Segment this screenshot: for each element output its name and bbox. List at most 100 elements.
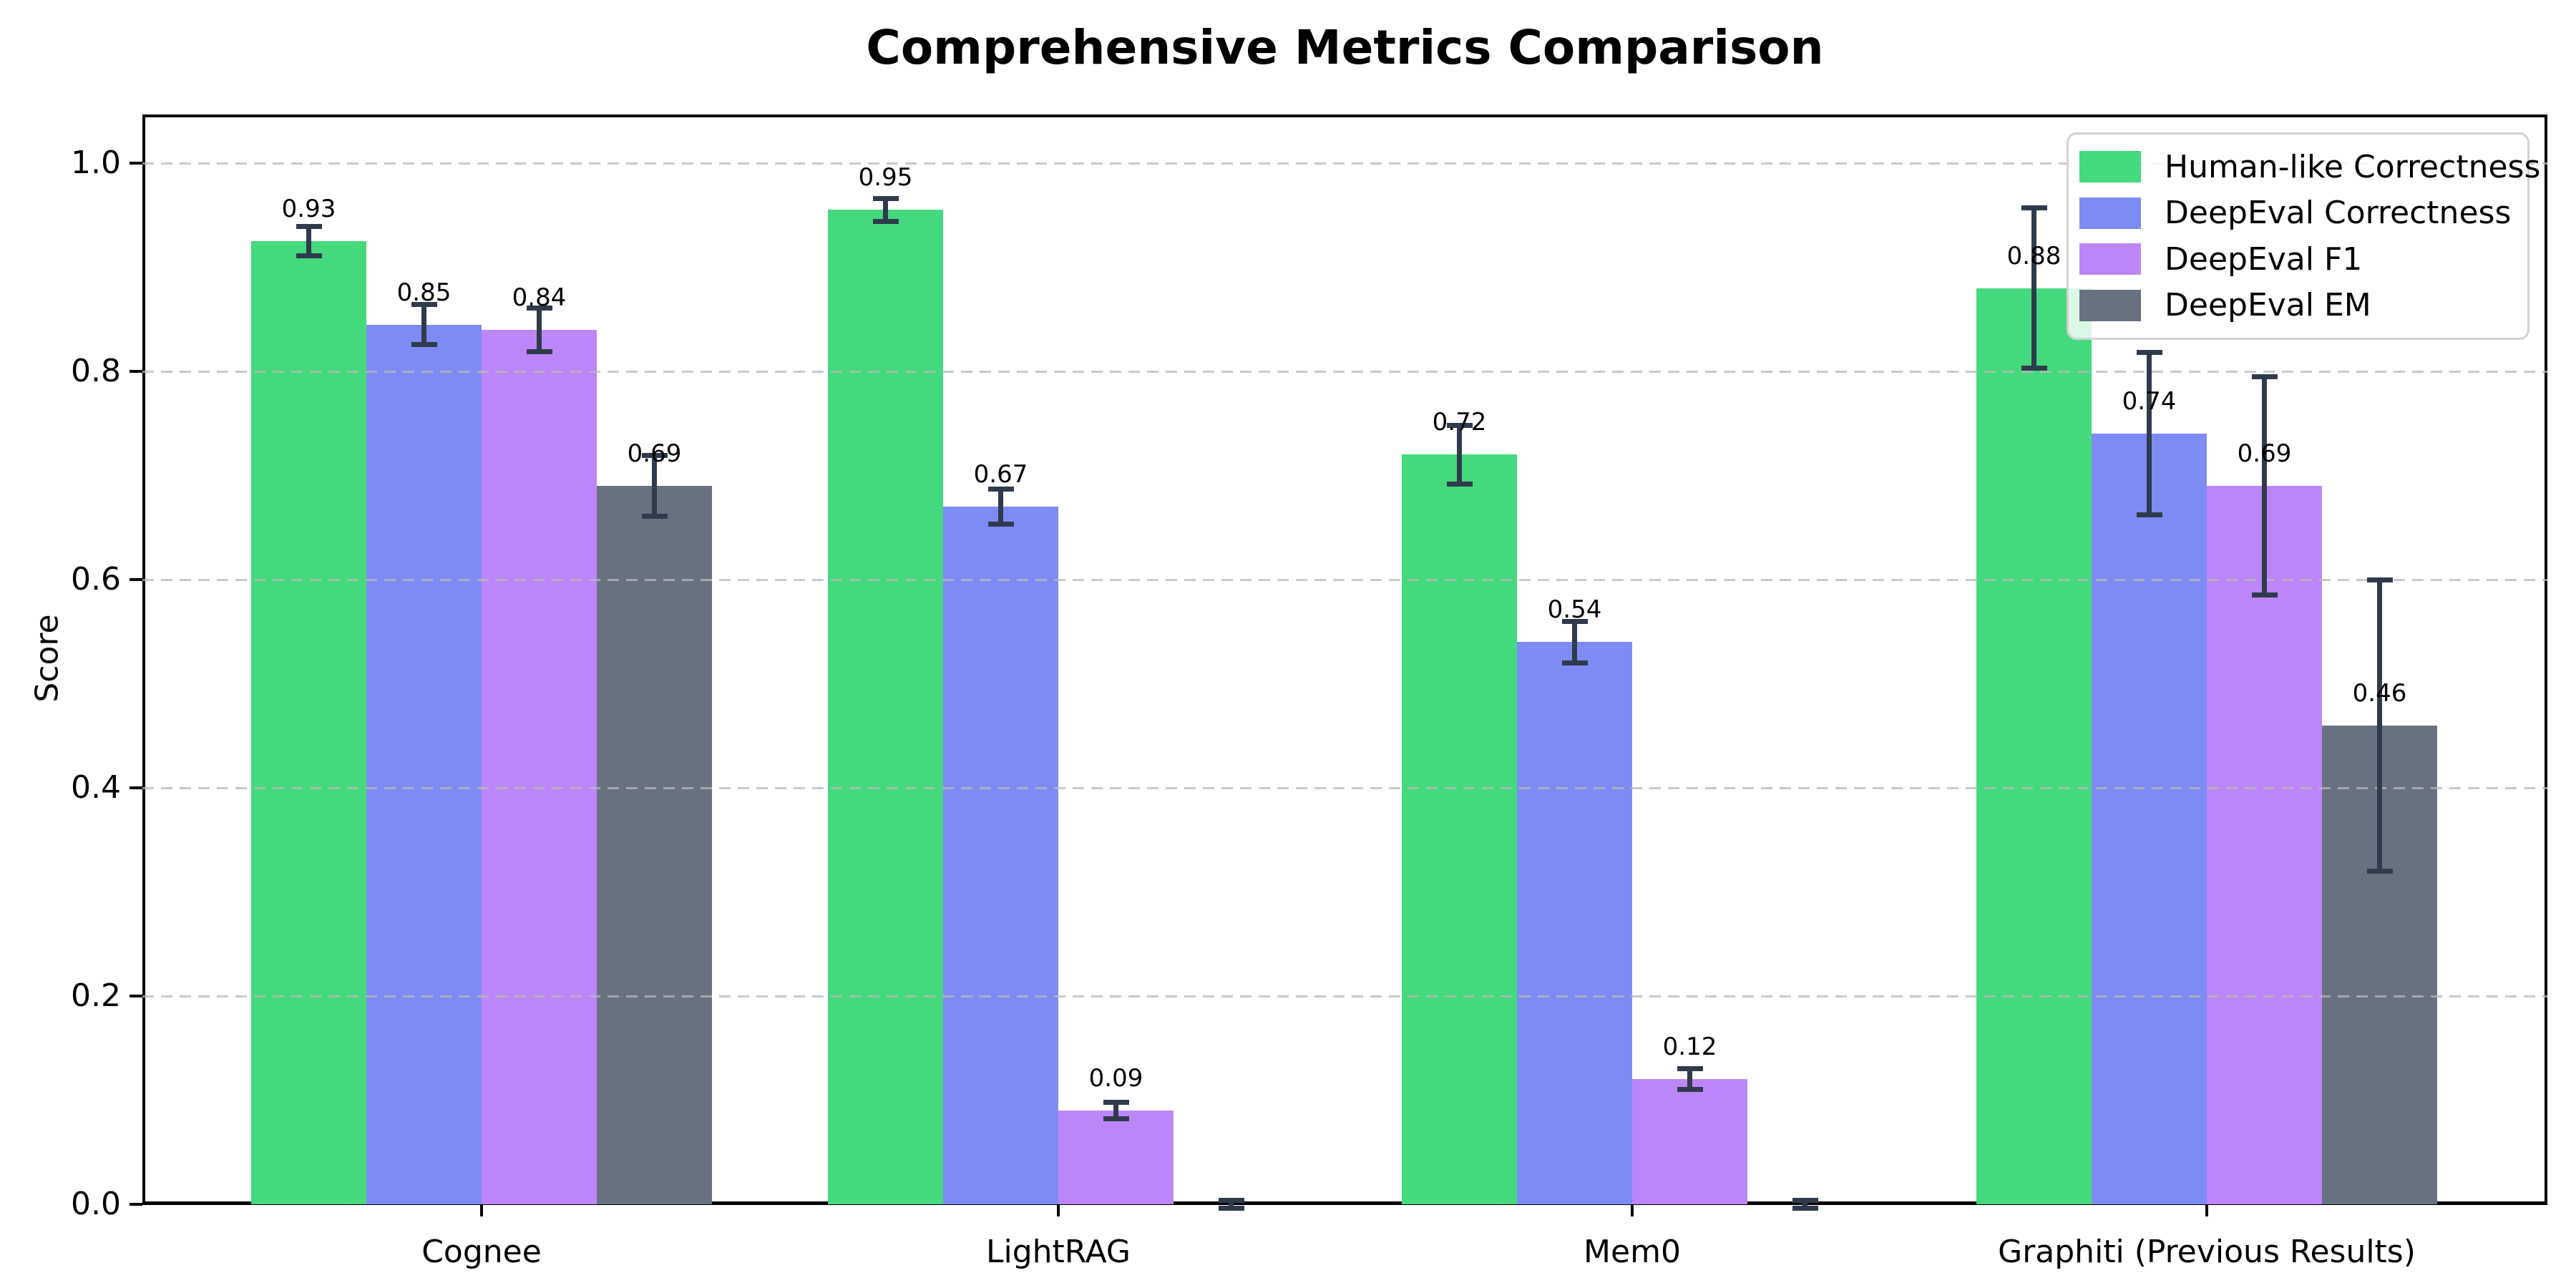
error-bar-cap xyxy=(2136,512,2162,518)
error-bar-cap xyxy=(296,253,322,258)
x-tick xyxy=(480,1204,483,1216)
error-bar-cap xyxy=(411,341,437,347)
legend-label: DeepEval F1 xyxy=(2165,240,2363,278)
error-bar-cap xyxy=(296,224,322,230)
error-bar-cap xyxy=(1218,1206,1244,1211)
top-spine xyxy=(142,114,2547,117)
bar xyxy=(2092,434,2207,1204)
legend-item: Human-like Correctness xyxy=(2069,149,2540,185)
legend-item: DeepEval EM xyxy=(2069,287,2527,323)
bar-value-label: 0.74 xyxy=(2122,387,2177,416)
y-tick xyxy=(130,786,142,789)
gridline xyxy=(142,162,2547,165)
legend-swatch xyxy=(2079,197,2141,229)
plot-area: 0.0 0.2 0.4 0.6 0.8 1.0 Cognee LightRAG Mem0 Grap… xyxy=(71,114,2547,1270)
bar-value-label: 0.88 xyxy=(2006,241,2062,270)
error-bar-cap xyxy=(987,522,1014,527)
bar xyxy=(1632,1079,1747,1204)
error-bar-cap xyxy=(1446,481,1473,487)
legend-label: DeepEval EM xyxy=(2165,287,2371,324)
bar-value-label: 0.95 xyxy=(858,163,913,192)
gridline xyxy=(142,578,2547,581)
y-tick xyxy=(130,995,142,997)
left-spine xyxy=(142,114,145,1204)
y-tick-label: 1.0 xyxy=(71,145,121,181)
bar-value-label: 0.09 xyxy=(1088,1064,1143,1093)
x-tick xyxy=(1631,1204,1634,1216)
error-bar-cap xyxy=(1218,1197,1244,1203)
error-bar xyxy=(306,226,311,256)
x-tick-label: Mem0 xyxy=(1584,1234,1681,1270)
bar xyxy=(828,210,943,1204)
y-tick xyxy=(130,370,142,373)
error-bar xyxy=(2377,580,2382,872)
error-bar-cap xyxy=(1561,660,1588,665)
error-bar-cap xyxy=(2251,592,2278,598)
y-tick-label: 0.6 xyxy=(71,561,121,597)
error-bar xyxy=(1113,1102,1118,1119)
error-bar xyxy=(998,489,1003,525)
y-tick-label: 0.4 xyxy=(71,769,121,806)
legend-swatch xyxy=(2079,243,2141,275)
legend: Human-like Correctness DeepEval Correctne… xyxy=(2067,132,2540,340)
bar-value-label: 0.69 xyxy=(627,439,682,469)
error-bar-cap xyxy=(641,453,668,459)
bar xyxy=(1517,642,1632,1204)
error-bar-cap xyxy=(1103,1116,1129,1122)
error-bar-cap xyxy=(526,305,552,311)
gridline xyxy=(142,370,2547,373)
x-tick-label: Cognee xyxy=(421,1234,542,1270)
y-tick xyxy=(130,1203,142,1206)
x-tick-label: LightRAG xyxy=(985,1234,1131,1270)
x-tick xyxy=(1057,1204,1060,1216)
bar-value-label: 0.67 xyxy=(973,460,1028,489)
bar-value-label: 0.72 xyxy=(1432,408,1487,437)
bar xyxy=(597,486,712,1204)
bar xyxy=(482,329,597,1204)
error-bar-cap xyxy=(1561,618,1588,624)
right-spine xyxy=(2545,114,2547,1204)
error-bar-cap xyxy=(872,195,899,201)
error-bar xyxy=(2031,208,2036,369)
bar xyxy=(2207,486,2322,1204)
legend-label: DeepEval Correctness xyxy=(2165,195,2512,232)
error-bar-cap xyxy=(872,218,899,224)
legend-label: Human-like Correctness xyxy=(2165,148,2541,185)
error-bar-cap xyxy=(641,513,668,519)
error-bar xyxy=(2147,352,2152,515)
y-tick xyxy=(130,162,142,165)
gridline xyxy=(142,786,2547,789)
bar-value-label: 0.12 xyxy=(1662,1033,1717,1062)
error-bar xyxy=(1572,621,1577,663)
y-axis-label: Score xyxy=(29,614,66,703)
error-bar-cap xyxy=(1677,1087,1703,1093)
error-bar xyxy=(1229,1200,1234,1209)
bar-value-label: 0.54 xyxy=(1547,595,1602,625)
y-tick xyxy=(130,578,142,581)
error-bar xyxy=(421,304,426,345)
bar xyxy=(251,241,366,1204)
x-axis-line xyxy=(142,1201,2547,1205)
error-bar xyxy=(883,198,888,222)
x-tick xyxy=(2205,1204,2208,1216)
legend-item: DeepEval Correctness xyxy=(2069,195,2527,231)
bar xyxy=(943,507,1058,1204)
y-tick-label: 0.8 xyxy=(71,353,121,389)
bar xyxy=(1402,454,1517,1204)
bar xyxy=(1976,288,2092,1204)
error-bar xyxy=(1802,1200,1807,1209)
bar xyxy=(1058,1111,1174,1204)
legend-swatch xyxy=(2079,289,2141,321)
error-bar-cap xyxy=(1677,1066,1703,1072)
legend-item: DeepEval F1 xyxy=(2069,241,2527,278)
error-bar xyxy=(2262,376,2267,595)
bar-value-label: 0.93 xyxy=(281,195,336,224)
gridline xyxy=(142,995,2547,997)
y-tick-label: 0.2 xyxy=(71,977,121,1014)
error-bar-cap xyxy=(987,486,1014,492)
legend-swatch xyxy=(2079,151,2141,183)
bar-value-label: 0.85 xyxy=(396,278,452,307)
error-bar-cap xyxy=(1792,1197,1818,1203)
bar-value-label: 0.84 xyxy=(512,283,567,312)
